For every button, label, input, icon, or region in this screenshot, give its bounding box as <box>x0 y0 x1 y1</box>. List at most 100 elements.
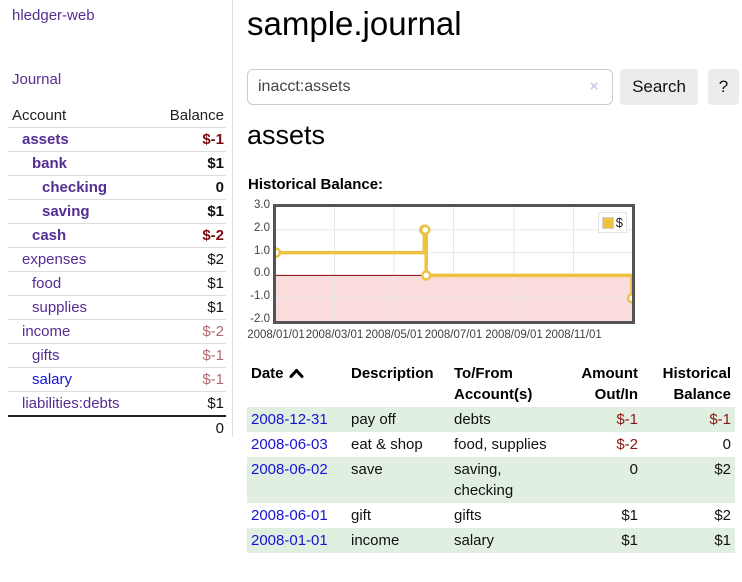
account-heading: assets <box>247 120 326 150</box>
sidebar-account-link-gifts[interactable]: gifts <box>32 347 60 364</box>
x-tick-label: 2008/09/01 <box>485 329 543 341</box>
account-row: salary $-1 <box>8 367 226 391</box>
balance-chart: $ <box>273 204 635 324</box>
sidebar-item-journal[interactable]: Journal <box>12 71 62 88</box>
date-cell: 2008-06-03 <box>247 432 347 457</box>
sidebar-account-link-salary[interactable]: salary <box>32 371 73 388</box>
account-tree-header: Account Balance <box>8 103 226 127</box>
sidebar: hledger-web Journal Account Balance asse… <box>0 0 233 437</box>
amount-cell: $-2 <box>616 436 638 453</box>
sidebar-account-link-checking[interactable]: checking <box>42 179 108 196</box>
account-rows: assets $-1 bank $1 checking 0 saving $1 cash $-2 e… <box>8 127 226 415</box>
y-tick-label: 1.0 <box>254 244 270 257</box>
date-cell: 2008-12-31 <box>247 407 347 432</box>
amount-cell: 0 <box>566 457 642 503</box>
amount-cell: $1 <box>621 507 638 524</box>
column-header-amount: Amount Out/In <box>581 365 638 403</box>
register-row: 2008-12-31 pay off debts $-1 $-1 <box>247 407 735 432</box>
register-row: 2008-01-01 income salary $1 $1 <box>247 528 735 553</box>
sidebar-account-link-income[interactable]: income <box>22 323 71 340</box>
account-balance: $-1 <box>202 131 224 148</box>
amount-cell: $1 <box>566 528 642 553</box>
account-row: food $1 <box>8 271 226 295</box>
register-row: 2008-06-01 gift gifts $1 $2 <box>247 503 735 528</box>
account-balance: $-1 <box>202 347 224 364</box>
account-row: bank $1 <box>8 151 226 175</box>
accounts-cell: saving, checking <box>450 457 566 503</box>
column-header-to-from: To/From Account(s) <box>454 365 533 403</box>
register-table: Date Description To/From Account(s) Amount … <box>247 361 735 553</box>
account-balance: $1 <box>207 275 224 292</box>
y-tick-label: 0.0 <box>254 267 270 280</box>
description-cell: gift <box>351 507 372 524</box>
transaction-date-link[interactable]: 2008-06-03 <box>251 436 328 453</box>
accounts-cell: debts <box>450 407 566 432</box>
help-button[interactable]: ? <box>708 69 739 105</box>
sidebar-account-link-cash[interactable]: cash <box>32 227 67 244</box>
sidebar-account-link-saving[interactable]: saving <box>42 203 90 220</box>
account-row: supplies $1 <box>8 295 226 319</box>
total-balance: 0 <box>215 420 224 437</box>
page-title: sample.journal <box>247 5 462 42</box>
column-header-historical: Historical Balance <box>662 365 731 403</box>
sidebar-account-link-supplies[interactable]: supplies <box>32 299 88 316</box>
x-tick-label: 2008/03/01 <box>305 329 364 341</box>
app-brand-link[interactable]: hledger-web <box>12 7 95 24</box>
account-row: income $-2 <box>8 319 226 343</box>
accounts-cell: gifts <box>454 507 482 524</box>
transaction-date-link[interactable]: 2008-12-31 <box>251 411 328 428</box>
transaction-date-link[interactable]: 2008-06-02 <box>251 461 328 478</box>
y-tick-label: 3.0 <box>254 199 270 211</box>
account-tree-total-row: 0 <box>8 415 226 440</box>
chart-canvas <box>276 207 632 321</box>
sidebar-account-link-bank[interactable]: bank <box>32 155 68 172</box>
date-cell: 2008-06-01 <box>247 503 347 528</box>
x-tick-label: 2008/01/01 <box>247 329 305 341</box>
account-balance: 0 <box>215 179 224 196</box>
account-row: cash $-2 <box>8 223 226 247</box>
description-cell: pay off <box>347 407 450 432</box>
date-cell: 2008-01-01 <box>247 528 347 553</box>
accounts-cell: salary <box>450 528 566 553</box>
register-row: 2008-06-02 save saving, checking 0 $2 <box>247 457 735 503</box>
chart-legend: $ <box>597 212 627 233</box>
account-balance: $-2 <box>202 227 224 244</box>
account-row: liabilities:debts $1 <box>8 391 226 415</box>
search-button[interactable]: Search <box>620 69 698 105</box>
balance-cell: $1 <box>642 528 735 553</box>
clear-search-icon[interactable]: × <box>589 78 599 95</box>
x-tick-label: 2008/07/01 <box>424 329 483 341</box>
account-balance: $2 <box>207 251 224 268</box>
sidebar-account-link-liabilities-debts[interactable]: liabilities:debts <box>22 395 120 412</box>
balance-cell: 0 <box>722 436 731 453</box>
chart-title: Historical Balance: <box>248 176 384 193</box>
column-header-date[interactable]: Date <box>247 361 347 407</box>
register-header: Date Description To/From Account(s) Amount … <box>247 361 735 407</box>
account-balance: $-2 <box>202 323 224 340</box>
search-input[interactable] <box>247 69 613 105</box>
balance-cell: $2 <box>642 457 735 503</box>
accounts-cell: food, supplies <box>454 436 547 453</box>
sidebar-account-link-expenses[interactable]: expenses <box>22 251 87 268</box>
transaction-date-link[interactable]: 2008-01-01 <box>251 532 328 549</box>
account-balance: $1 <box>207 299 224 316</box>
legend-label: $ <box>615 215 623 230</box>
balance-column-header: Balance <box>169 106 224 124</box>
register-row: 2008-06-03 eat & shop food, supplies $-2 0 <box>247 432 735 457</box>
account-balance: $1 <box>207 155 224 172</box>
sidebar-account-link-food[interactable]: food <box>32 275 62 292</box>
x-tick-label: 2008/05/01 <box>365 329 423 341</box>
account-row: gifts $-1 <box>8 343 226 367</box>
register-body: 2008-12-31 pay off debts $-1 $-1 2008-06-03 ea… <box>247 407 735 553</box>
description-cell: income <box>347 528 450 553</box>
description-cell: eat & shop <box>351 436 423 453</box>
account-row: assets $-1 <box>8 127 226 151</box>
transaction-date-link[interactable]: 2008-06-01 <box>251 507 328 524</box>
sidebar-account-link-assets[interactable]: assets <box>22 131 69 148</box>
account-tree: Account Balance assets $-1 bank $1 checking 0… <box>8 103 226 440</box>
amount-cell: $-1 <box>566 407 642 432</box>
legend-swatch-icon <box>601 216 614 229</box>
account-column-header: Account <box>12 106 67 124</box>
y-tick-label: -1.0 <box>250 290 270 303</box>
